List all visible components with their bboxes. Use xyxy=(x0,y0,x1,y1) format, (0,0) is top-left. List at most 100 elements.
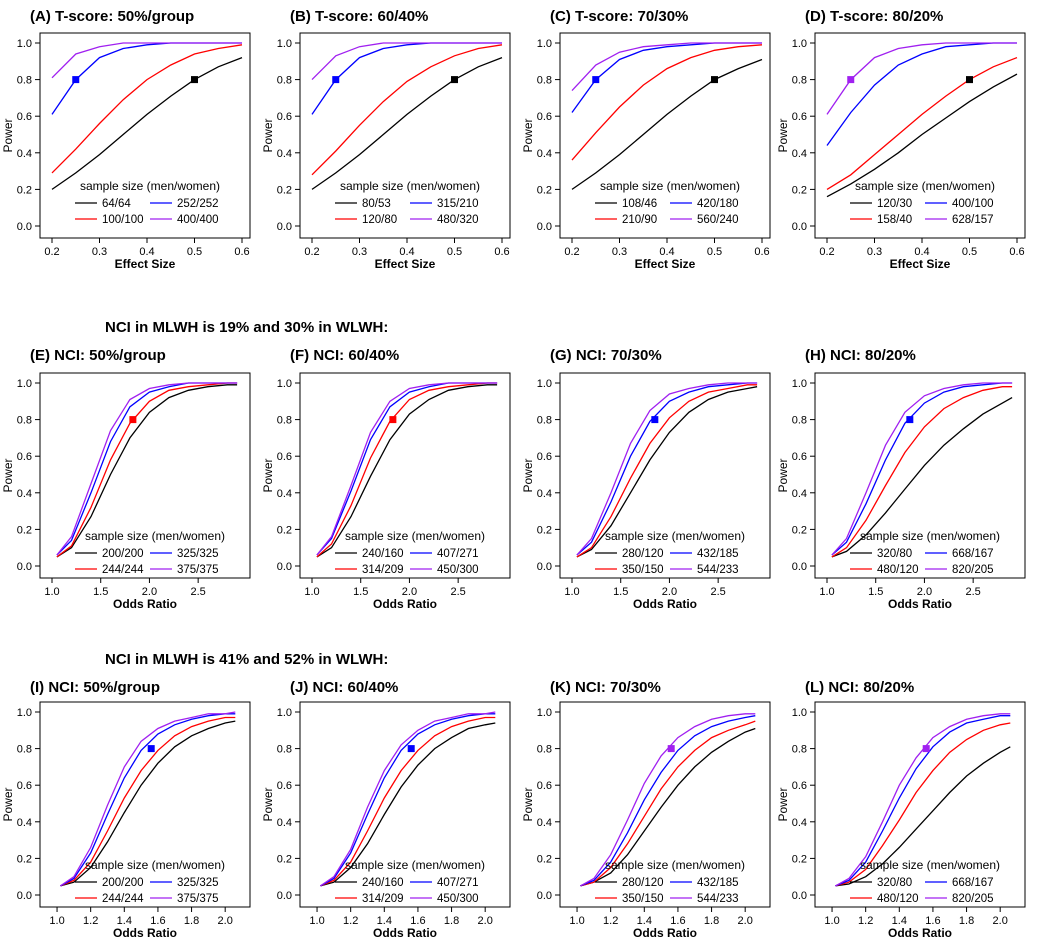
y-axis-label-b: Power xyxy=(261,118,275,152)
plot-frame-c xyxy=(559,32,771,239)
legend-label-h-red: 480/120 xyxy=(877,564,919,576)
panel-i: (I) NCI: 50%/group 0.0 0.2 0.4 0.6 0.8 1.0 1.0 1… xyxy=(1,679,251,940)
plot-frame-b xyxy=(299,32,511,239)
panel-b: (B) T-score: 60/40% 0.0 0.2 0.4 0.6 0.8 1.0 0.2… xyxy=(261,8,511,271)
series-line-e-black xyxy=(56,384,238,558)
power-marker-d-black xyxy=(966,76,973,84)
x-tick-label-g: 1.0 xyxy=(564,586,579,598)
plot-frame-g xyxy=(559,372,771,579)
y-tick-label-e: 1.0 xyxy=(17,378,32,390)
y-tick-label-b: 0.6 xyxy=(277,111,292,123)
y-tick-label-a: 0.6 xyxy=(17,111,32,123)
x-tick-label-g: 2.0 xyxy=(662,586,677,598)
legend-label-h-purple: 820/205 xyxy=(952,564,994,576)
y-tick-label-e: 0.6 xyxy=(17,451,32,463)
legend-label-l-red: 480/120 xyxy=(877,893,919,905)
series-line-j-red xyxy=(320,716,496,887)
panel-title-f: (F) NCI: 60/40% xyxy=(290,347,399,364)
x-tick-label-j: 1.0 xyxy=(309,915,324,927)
x-tick-label-a: 0.5 xyxy=(187,246,202,258)
y-tick-label-k: 0.8 xyxy=(537,744,552,756)
power-marker-b-blue xyxy=(332,76,340,84)
x-tick-label-c: 0.6 xyxy=(754,246,769,258)
y-axis-label-g: Power xyxy=(521,458,535,492)
y-tick-label-l: 1.0 xyxy=(792,707,807,719)
legend-label-f-black: 240/160 xyxy=(362,548,404,560)
series-line-h-black xyxy=(831,397,1013,558)
power-marker-c-black xyxy=(711,76,718,84)
legend-label-g-black: 280/120 xyxy=(622,548,664,560)
series-line-e-purple xyxy=(56,382,238,556)
legend-label-k-red: 350/150 xyxy=(622,893,664,905)
y-tick-label-e: 0.4 xyxy=(17,488,32,500)
series-line-b-purple xyxy=(311,42,502,81)
series-line-g-blue xyxy=(576,382,758,556)
x-tick-label-l: 1.0 xyxy=(824,915,839,927)
y-tick-label-k: 0.2 xyxy=(537,853,552,865)
power-marker-e-red xyxy=(129,416,137,424)
plot-frame-a xyxy=(39,32,251,239)
y-tick-label-b: 1.0 xyxy=(277,38,292,50)
x-tick-label-h: 1.0 xyxy=(819,586,834,598)
y-tick-label-i: 0.0 xyxy=(17,890,32,902)
x-tick-label-l: 1.8 xyxy=(959,915,974,927)
x-tick-label-i: 1.4 xyxy=(117,915,132,927)
y-axis-label-c: Power xyxy=(521,118,535,152)
legend-label-i-black: 200/200 xyxy=(102,877,144,889)
y-tick-label-g: 1.0 xyxy=(537,378,552,390)
panel-c: (C) T-score: 70/30% 0.0 0.2 0.4 0.6 0.8 1.0 0.2… xyxy=(521,8,771,271)
plot-frame-k xyxy=(559,701,771,908)
x-tick-label-l: 1.4 xyxy=(892,915,907,927)
plot-frame-d xyxy=(814,32,1026,239)
y-tick-label-i: 0.8 xyxy=(17,744,32,756)
y-tick-label-c: 0.2 xyxy=(537,184,552,196)
y-axis-label-e: Power xyxy=(1,458,15,492)
x-tick-label-c: 0.5 xyxy=(707,246,722,258)
panel-e: (E) NCI: 50%/group 0.0 0.2 0.4 0.6 0.8 1.0 1.0 1… xyxy=(1,347,251,611)
panel-h: (H) NCI: 80/20% 0.0 0.2 0.4 0.6 0.8 1.0 1.0 1.5 2… xyxy=(776,347,1026,611)
series-line-j-blue xyxy=(320,713,496,887)
panel-grid: (A) T-score: 50%/group 0.0 0.2 0.4 0.6 0.8 1.0… xyxy=(1,8,1026,940)
legend-label-e-red: 244/244 xyxy=(102,564,144,576)
panel-g: (G) NCI: 70/30% 0.0 0.2 0.4 0.6 0.8 1.0 1.0 1.5 2… xyxy=(521,347,771,611)
legend-label-c-blue: 420/180 xyxy=(697,198,739,210)
x-axis-label-e: Odds Ratio xyxy=(113,597,177,611)
x-tick-label-b: 0.5 xyxy=(447,246,462,258)
y-tick-label-c: 1.0 xyxy=(537,38,552,50)
y-tick-label-d: 0.0 xyxy=(792,221,807,233)
y-tick-label-e: 0.2 xyxy=(17,524,32,536)
series-line-f-red xyxy=(316,382,498,558)
legend-title-i: sample size (men/women) xyxy=(85,858,225,872)
x-axis-label-l: Odds Ratio xyxy=(888,926,952,940)
series-line-a-black xyxy=(51,56,243,190)
series-line-f-black xyxy=(316,384,498,558)
y-tick-label-g: 0.2 xyxy=(537,524,552,536)
y-tick-label-b: 0.8 xyxy=(277,75,292,87)
power-marker-k-purple xyxy=(667,745,675,753)
section-title-row3: NCI in MLWH is 41% and 52% in WLWH: xyxy=(105,651,388,668)
x-tick-label-k: 1.6 xyxy=(670,915,685,927)
x-tick-label-c: 0.4 xyxy=(659,246,674,258)
plot-frame-e xyxy=(39,372,251,579)
series-line-d-black xyxy=(826,73,1018,198)
panel-title-g: (G) NCI: 70/30% xyxy=(550,347,662,364)
panel-title-k: (K) NCI: 70/30% xyxy=(550,679,661,696)
y-tick-label-k: 0.4 xyxy=(537,817,552,829)
legend-title-d: sample size (men/women) xyxy=(855,179,995,193)
legend-title-f: sample size (men/women) xyxy=(345,529,485,543)
series-line-c-red xyxy=(571,44,763,161)
x-tick-label-f: 1.0 xyxy=(304,586,319,598)
y-tick-label-d: 0.4 xyxy=(792,148,807,160)
y-tick-label-h: 0.0 xyxy=(792,561,807,573)
x-axis-label-g: Odds Ratio xyxy=(633,597,697,611)
y-tick-label-h: 0.8 xyxy=(792,415,807,427)
y-tick-label-j: 1.0 xyxy=(277,707,292,719)
x-tick-label-b: 0.2 xyxy=(304,246,319,258)
series-line-f-purple xyxy=(316,382,498,556)
power-marker-a-black xyxy=(191,76,198,84)
x-tick-label-f: 2.5 xyxy=(451,586,466,598)
x-tick-label-b: 0.3 xyxy=(352,246,367,258)
legend-label-b-red: 120/80 xyxy=(362,214,397,226)
y-tick-label-g: 0.0 xyxy=(537,561,552,573)
